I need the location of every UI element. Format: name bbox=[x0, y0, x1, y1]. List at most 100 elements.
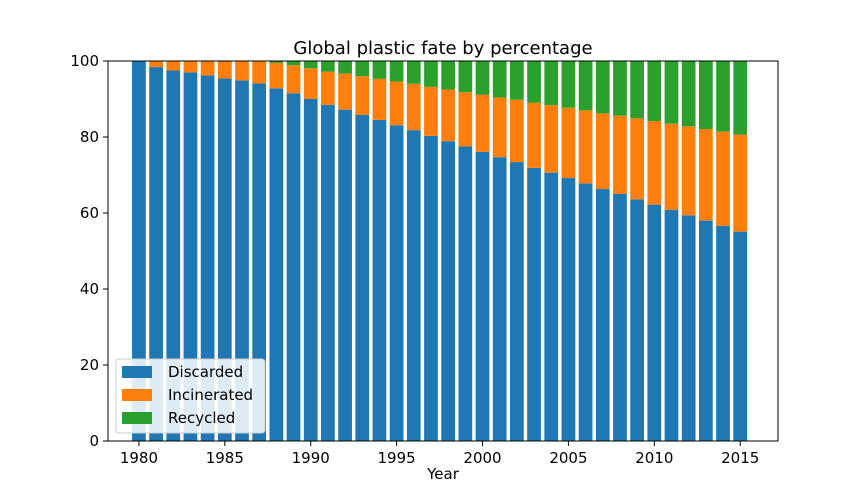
legend-label-incinerated: Incinerated bbox=[168, 386, 253, 404]
bar-incinerated-1993 bbox=[355, 76, 370, 115]
bar-incinerated-2009 bbox=[630, 118, 644, 200]
bar-incinerated-1997 bbox=[424, 86, 438, 136]
bar-discarded-1993 bbox=[355, 114, 370, 442]
bar-discarded-1995 bbox=[389, 125, 404, 441]
bar-discarded-2012 bbox=[681, 215, 696, 441]
bar-recycled-2009 bbox=[630, 61, 644, 119]
legend-box bbox=[115, 358, 266, 434]
bar-incinerated-1996 bbox=[406, 83, 421, 131]
bar-recycled-1995 bbox=[389, 61, 404, 82]
bar-recycled-1999 bbox=[458, 61, 473, 93]
bar-recycled-1997 bbox=[424, 61, 438, 87]
bar-discarded-2007 bbox=[595, 189, 610, 441]
bar-recycled-1991 bbox=[321, 61, 335, 72]
bar-incinerated-2014 bbox=[716, 131, 730, 226]
bar-discarded-1985 bbox=[217, 78, 232, 441]
bar-incinerated-2005 bbox=[561, 107, 576, 179]
bar-discarded-2002 bbox=[510, 162, 524, 441]
bar-discarded-1994 bbox=[372, 119, 387, 442]
bar-incinerated-1985 bbox=[217, 61, 232, 79]
bar-recycled-2011 bbox=[664, 61, 679, 124]
bar-incinerated-1986 bbox=[235, 61, 249, 81]
bar-discarded-1997 bbox=[424, 135, 438, 442]
bar-recycled-2014 bbox=[716, 61, 730, 132]
bar-discarded-2008 bbox=[613, 194, 627, 441]
x-tick-label-1995: 1995 bbox=[378, 449, 416, 467]
bar-discarded-2009 bbox=[630, 199, 644, 441]
bar-incinerated-1992 bbox=[338, 73, 352, 110]
bar-discarded-2006 bbox=[578, 183, 593, 442]
bar-discarded-1987 bbox=[252, 83, 267, 442]
bar-recycled-2005 bbox=[561, 61, 576, 108]
bar-recycled-1989 bbox=[286, 61, 301, 66]
bar-discarded-2003 bbox=[527, 167, 541, 441]
bar-discarded-2005 bbox=[561, 178, 576, 442]
bar-incinerated-1981 bbox=[149, 61, 163, 68]
bar-discarded-2013 bbox=[698, 220, 713, 441]
bar-recycled-1996 bbox=[406, 61, 421, 84]
bar-recycled-2010 bbox=[647, 61, 662, 122]
bar-recycled-1994 bbox=[372, 61, 387, 79]
bar-incinerated-2000 bbox=[475, 94, 490, 152]
y-tick-label-40: 40 bbox=[80, 280, 99, 298]
bar-discarded-2004 bbox=[544, 172, 559, 441]
bar-discarded-1991 bbox=[321, 104, 335, 441]
legend-swatch-incinerated bbox=[122, 389, 152, 401]
bar-incinerated-2010 bbox=[647, 121, 662, 205]
x-axis: 1980 1985 1990 1995 2000 2005 2010 2015 bbox=[120, 441, 759, 467]
legend: Discarded Incinerated Recycled bbox=[115, 358, 266, 434]
bar-discarded-1990 bbox=[303, 99, 318, 441]
bar-recycled-1990 bbox=[303, 61, 318, 69]
bar-recycled-1993 bbox=[355, 61, 370, 77]
y-tick-label-20: 20 bbox=[80, 356, 99, 374]
bar-discarded-1981 bbox=[149, 67, 163, 441]
bar-discarded-1989 bbox=[286, 93, 301, 442]
y-tick-label-100: 100 bbox=[70, 52, 99, 70]
bar-incinerated-1989 bbox=[286, 65, 301, 94]
bar-incinerated-1999 bbox=[458, 92, 473, 147]
x-tick-label-1980: 1980 bbox=[120, 449, 158, 467]
legend-swatch-recycled bbox=[122, 412, 152, 424]
x-tick-label-2010: 2010 bbox=[635, 449, 673, 467]
legend-swatch-discarded bbox=[122, 366, 152, 378]
bar-recycled-2015 bbox=[733, 61, 748, 135]
bar-recycled-1988 bbox=[269, 61, 284, 63]
y-tick-label-80: 80 bbox=[80, 128, 99, 146]
bar-incinerated-2002 bbox=[510, 99, 524, 163]
bar-recycled-1998 bbox=[441, 61, 456, 90]
legend-label-discarded: Discarded bbox=[168, 363, 243, 381]
bar-incinerated-2012 bbox=[681, 126, 696, 216]
x-tick-label-1990: 1990 bbox=[292, 449, 330, 467]
x-tick-label-2015: 2015 bbox=[721, 449, 759, 467]
x-tick-label-1985: 1985 bbox=[206, 449, 244, 467]
bar-recycled-2001 bbox=[492, 61, 507, 98]
bar-incinerated-1987 bbox=[252, 61, 267, 84]
bar-discarded-1998 bbox=[441, 141, 456, 441]
bar-incinerated-2003 bbox=[527, 102, 541, 168]
y-tick-label-0: 0 bbox=[89, 432, 99, 450]
bar-incinerated-2006 bbox=[578, 110, 593, 184]
chart-title: Global plastic fate by percentage bbox=[293, 38, 592, 59]
bar-incinerated-1990 bbox=[303, 68, 318, 99]
bar-incinerated-1994 bbox=[372, 78, 387, 120]
bars-layer bbox=[132, 61, 748, 442]
legend-label-recycled: Recycled bbox=[168, 409, 235, 427]
bar-recycled-2013 bbox=[698, 61, 713, 130]
bar-incinerated-2008 bbox=[613, 115, 627, 194]
bar-incinerated-1982 bbox=[166, 61, 181, 71]
bar-incinerated-1991 bbox=[321, 71, 335, 105]
bar-discarded-2001 bbox=[492, 157, 507, 441]
bar-incinerated-2015 bbox=[733, 134, 748, 232]
bar-discarded-2010 bbox=[647, 204, 662, 441]
bar-recycled-2004 bbox=[544, 61, 559, 106]
x-tick-label-2000: 2000 bbox=[463, 449, 501, 467]
bar-discarded-1983 bbox=[183, 72, 198, 442]
bar-incinerated-2011 bbox=[664, 123, 679, 210]
bar-discarded-1996 bbox=[406, 130, 421, 441]
bar-discarded-2014 bbox=[716, 225, 730, 441]
bar-incinerated-1988 bbox=[269, 62, 284, 89]
bar-discarded-1988 bbox=[269, 88, 284, 442]
bar-recycled-2003 bbox=[527, 61, 541, 103]
bar-discarded-2000 bbox=[475, 151, 490, 441]
